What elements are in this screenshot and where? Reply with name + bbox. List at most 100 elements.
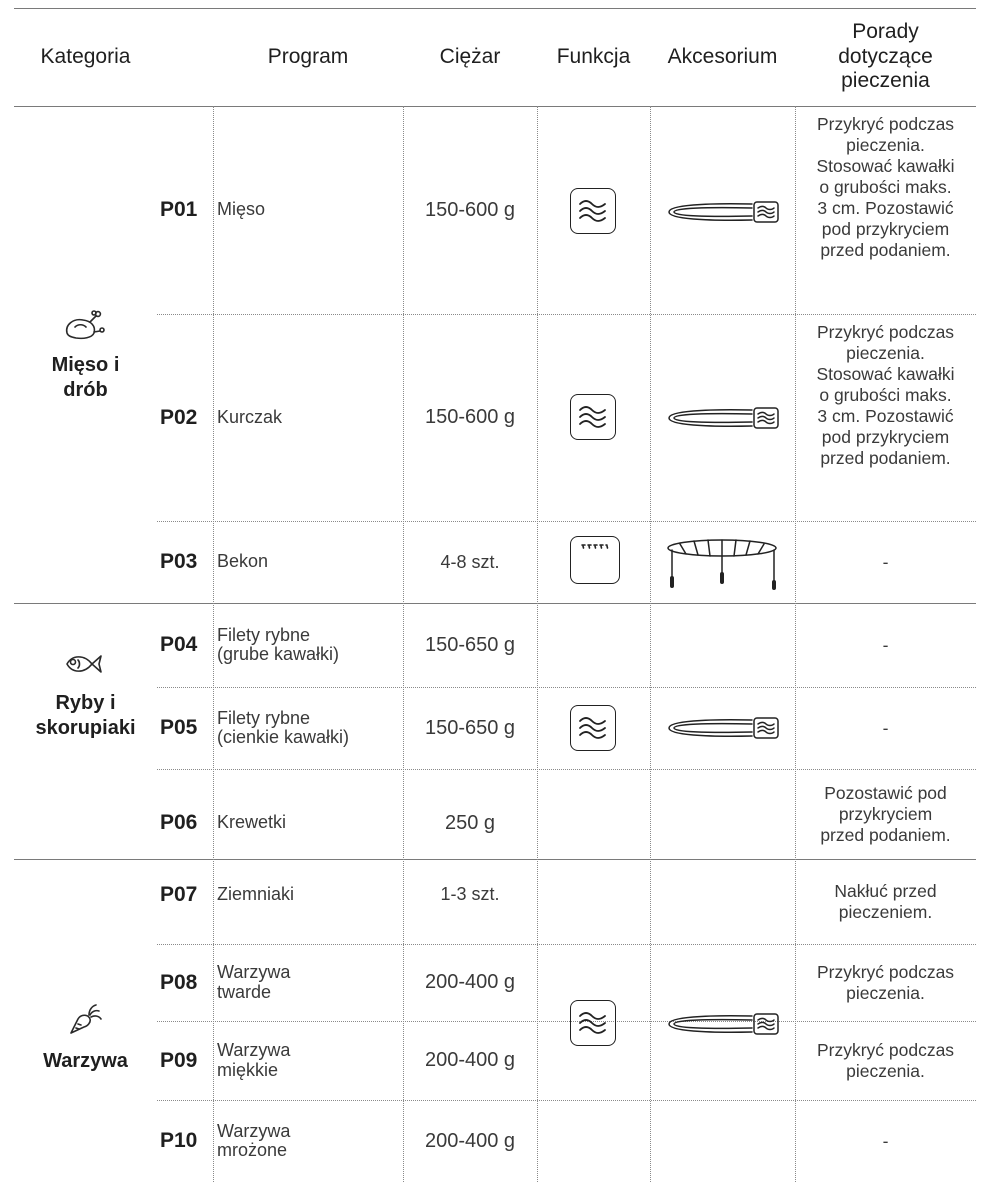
column-divider bbox=[213, 106, 214, 1182]
tip-line: Przykryć podczas bbox=[816, 1039, 955, 1060]
grill-icon bbox=[570, 536, 620, 584]
category-warzywa: Warzywa bbox=[14, 1044, 157, 1078]
header-porady-line: pieczenia bbox=[841, 69, 930, 93]
tip-line: pieczenia. bbox=[846, 1060, 925, 1081]
weight: 200-400 g bbox=[424, 1049, 516, 1071]
program-name-line: Bekon bbox=[217, 551, 269, 572]
weight: 200-400 g bbox=[424, 971, 516, 993]
tip-line: Przykryć podczas bbox=[816, 114, 955, 134]
column-divider bbox=[650, 106, 651, 1182]
turntable-plate-icon bbox=[668, 1013, 779, 1035]
turntable-plate-icon bbox=[668, 201, 779, 223]
program-name: Filety rybne (cienkie kawałki) bbox=[213, 687, 403, 769]
fish-icon bbox=[66, 655, 102, 673]
program-code: P09 bbox=[160, 1048, 198, 1072]
tip: Przykryć podczas pieczenia. Stosować kaw… bbox=[795, 114, 976, 310]
tip-line: Przykryć podczas bbox=[816, 961, 955, 982]
tip: - bbox=[882, 717, 889, 738]
program-name-line: mrożone bbox=[217, 1140, 288, 1160]
weight: 150-600 g bbox=[424, 198, 516, 221]
header-kategoria: Kategoria bbox=[40, 44, 131, 68]
program-name: Ziemniaki bbox=[213, 859, 403, 944]
header-program: Program bbox=[267, 44, 349, 68]
row-divider bbox=[157, 1100, 976, 1101]
header-porady-line: dotyczące bbox=[838, 44, 933, 68]
tip-line: Nakłuć przed bbox=[834, 880, 937, 901]
turntable-plate-icon bbox=[668, 717, 779, 739]
tip-line: przed podaniem. bbox=[820, 240, 951, 260]
tip-line: pieczenia. bbox=[846, 982, 925, 1003]
program-name-line: Warzywa bbox=[217, 1120, 291, 1141]
program-code: P06 bbox=[160, 811, 198, 834]
program-name-line: Krewetki bbox=[217, 812, 287, 833]
tip-line: pieczenia. bbox=[846, 135, 925, 155]
chicken-leg-icon bbox=[65, 310, 105, 340]
tip-line: pod przykryciem bbox=[821, 219, 950, 239]
category-label: drób bbox=[63, 379, 108, 401]
microwave-waves-icon bbox=[570, 705, 616, 751]
tip-line: Stosować kawałki bbox=[816, 364, 955, 384]
tip-line: 3 cm. Pozostawić bbox=[817, 198, 954, 218]
program-name-line: twarde bbox=[217, 981, 272, 1002]
tip-line: Przykryć podczas bbox=[816, 322, 955, 342]
tip-line: pieczenia. bbox=[846, 343, 925, 363]
tip-line: pod przykryciem bbox=[821, 427, 950, 447]
column-divider bbox=[795, 106, 796, 1182]
weight: 150-600 g bbox=[424, 406, 516, 428]
tip: - bbox=[882, 1130, 889, 1151]
row-divider bbox=[157, 521, 976, 522]
table-top-border bbox=[14, 8, 976, 9]
row-divider bbox=[157, 944, 976, 945]
program-name-line: Mięso bbox=[217, 199, 266, 220]
tip-line: pieczeniem. bbox=[838, 901, 933, 922]
header-ciezar: Ciężar bbox=[439, 44, 501, 68]
tip-line: o grubości maks. bbox=[819, 385, 952, 405]
microwave-waves-icon bbox=[570, 1000, 616, 1046]
program-code: P10 bbox=[160, 1129, 198, 1152]
tip-line: Stosować kawałki bbox=[816, 156, 955, 176]
header-funkcja: Funkcja bbox=[556, 44, 631, 68]
tip: - bbox=[882, 634, 889, 655]
program-name-line: Ziemniaki bbox=[217, 883, 295, 904]
weight: 200-400 g bbox=[424, 1129, 516, 1152]
category-label: Warzywa bbox=[43, 1049, 128, 1072]
program-code: P07 bbox=[160, 882, 198, 906]
category-ryby: Ryby i skorupiaki bbox=[14, 688, 157, 744]
program-name-line: Filety rybne bbox=[217, 624, 311, 645]
tip-line: przed podaniem. bbox=[820, 824, 951, 845]
program-name-line: (cienkie kawałki) bbox=[217, 727, 350, 747]
program-name-line: Warzywa bbox=[217, 962, 291, 983]
program-name-line: Kurczak bbox=[217, 406, 283, 427]
category-label: Mięso i bbox=[51, 354, 120, 376]
column-divider bbox=[537, 106, 538, 1182]
program-name: Filety rybne (grube kawałki) bbox=[213, 603, 403, 687]
row-divider bbox=[157, 314, 976, 315]
program-code: P08 bbox=[160, 970, 198, 994]
row-divider bbox=[157, 1021, 976, 1022]
program-code: P02 bbox=[160, 405, 198, 429]
program-name: Bekon bbox=[213, 521, 403, 603]
program-name: Mięso bbox=[213, 106, 403, 314]
program-code: P05 bbox=[160, 716, 198, 739]
grill-rack-icon bbox=[667, 539, 777, 590]
program-name-line: (grube kawałki) bbox=[217, 644, 340, 664]
tip-line: 3 cm. Pozostawić bbox=[817, 406, 954, 426]
program-name-line: miękkie bbox=[217, 1059, 279, 1080]
weight: 150-650 g bbox=[424, 633, 516, 656]
turntable-plate-icon bbox=[668, 407, 779, 429]
program-code: P01 bbox=[160, 198, 198, 221]
program-name: Warzywa miękkie bbox=[213, 1021, 403, 1100]
weight: 250 g bbox=[444, 811, 496, 834]
tip: - bbox=[882, 551, 889, 572]
tip: Przykryć podczas pieczenia. bbox=[795, 944, 976, 1021]
weight: 150-650 g bbox=[424, 716, 516, 739]
row-divider bbox=[157, 769, 976, 770]
tip: Przykryć podczas pieczenia. Stosować kaw… bbox=[795, 322, 976, 518]
header-porady-line: Porady bbox=[852, 19, 919, 43]
weight: 4-8 szt. bbox=[440, 551, 500, 572]
header-porady: Porady dotyczące pieczenia bbox=[795, 8, 976, 106]
tip-line: przykryciem bbox=[838, 803, 933, 824]
program-name: Warzywa mrożone bbox=[213, 1100, 403, 1182]
carrot-icon bbox=[70, 1004, 102, 1034]
